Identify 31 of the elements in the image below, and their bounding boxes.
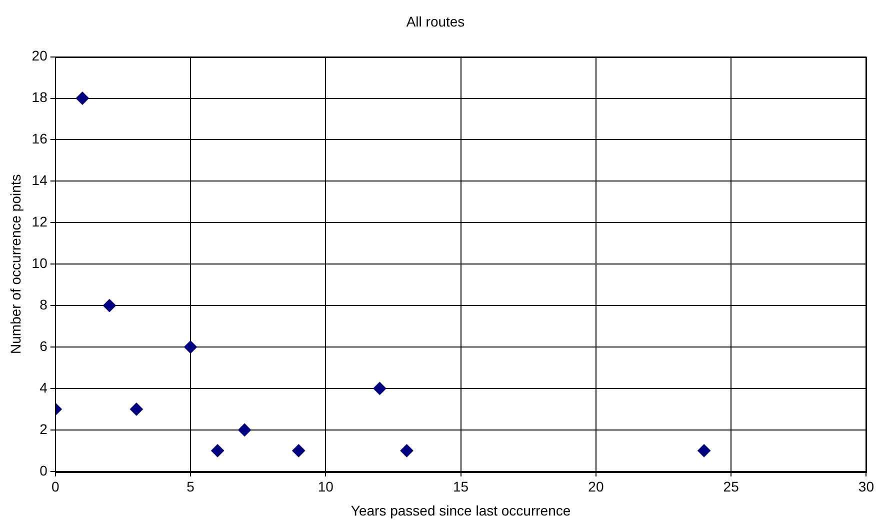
x-tick-label: 10 (318, 478, 334, 495)
point (400, 444, 414, 458)
y-tick-label: 20 (32, 48, 48, 64)
x-tick-label: 15 (453, 478, 469, 495)
point (76, 92, 89, 105)
y-tick-label: 2 (40, 420, 48, 437)
point (184, 340, 198, 354)
y-tick-label: 10 (32, 254, 48, 271)
x-tick-label: 0 (51, 478, 60, 495)
x-axis-title: Years passed since last occurrence (350, 502, 571, 518)
y-tick-label: 0 (40, 462, 48, 478)
y-tick-label: 18 (32, 89, 48, 106)
y-tick-label: 14 (32, 172, 48, 188)
point (373, 382, 386, 395)
point (130, 402, 143, 416)
point (292, 444, 306, 458)
point (698, 444, 711, 458)
x-tick-label: 30 (858, 478, 874, 495)
point (238, 423, 252, 436)
y-tick-label: 8 (40, 296, 48, 312)
point (211, 444, 224, 458)
y-tick-label: 4 (40, 379, 48, 396)
y-axis-title: Number of occurrence points (7, 174, 24, 354)
x-tick-label: 20 (588, 478, 604, 495)
chart-title: All routes (406, 13, 465, 30)
point (102, 299, 116, 312)
y-tick-label: 6 (40, 338, 48, 354)
x-tick-label: 25 (723, 478, 740, 495)
x-tick-label: 5 (186, 478, 195, 495)
y-tick-label: 16 (32, 130, 48, 147)
y-tick-label: 12 (32, 214, 48, 230)
